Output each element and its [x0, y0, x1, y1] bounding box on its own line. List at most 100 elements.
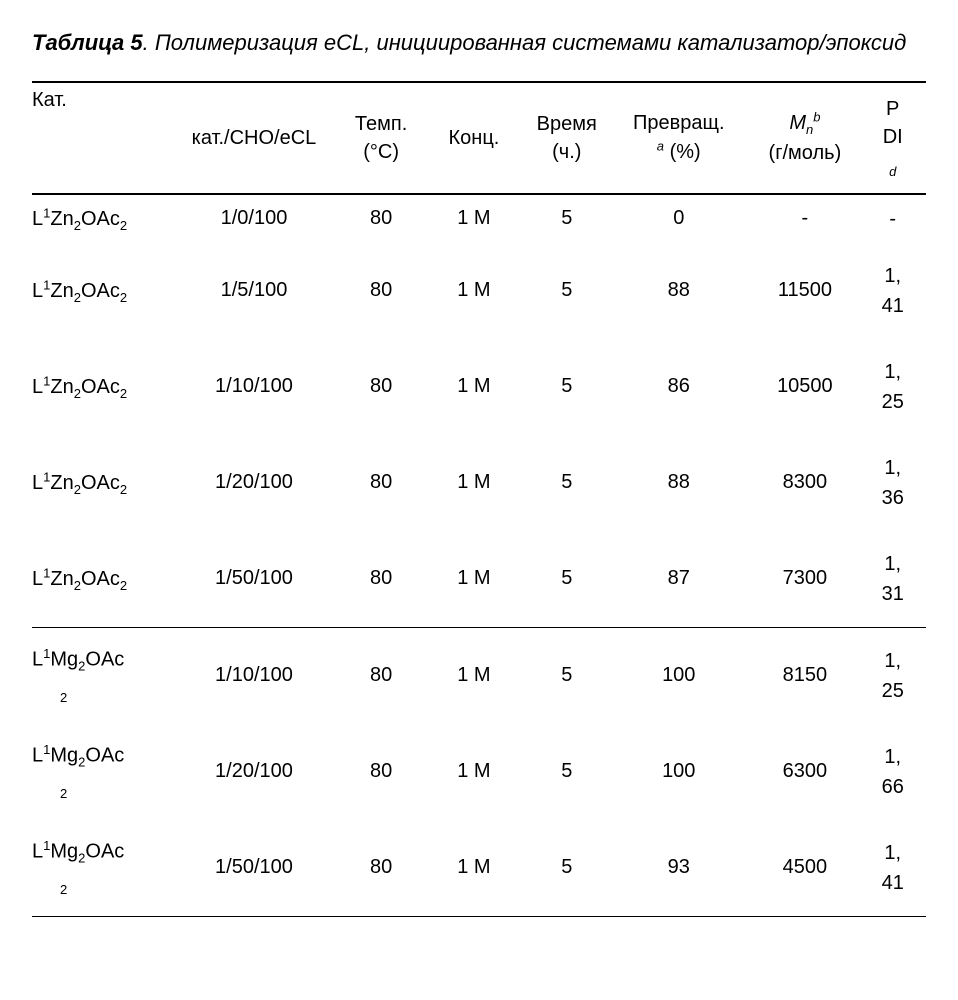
cell-conc: 1 M [428, 339, 521, 435]
cell-conversion: 86 [613, 339, 744, 435]
cell-ratio: 1/10/100 [173, 627, 334, 724]
col-header-conc-text: Конц. [449, 127, 500, 149]
cell-conc: 1 M [428, 820, 521, 917]
cell-ratio: 1/0/100 [173, 194, 334, 243]
table-caption: Таблица 5. Полимеризация eCL, инициирова… [32, 28, 926, 59]
cell-pdi-wrap: 1,41 [865, 243, 926, 339]
cell-pdi-wrap: 1,36 [865, 435, 926, 531]
cell-catalyst: L1Zn2OAc2 [32, 531, 173, 628]
cell-pdi: 1,41 [882, 842, 904, 894]
cell-conc: 1 M [428, 435, 521, 531]
cell-mn: 11500 [744, 243, 865, 339]
table-row: L1Zn2OAc2 1/5/100801 M58811500 1,41 [32, 243, 926, 339]
col-header-pdi: P DI d [865, 82, 926, 194]
cell-pdi: - [889, 208, 896, 230]
catalyst-formula: L1Mg2OAc2 [32, 836, 173, 900]
cell-conversion: 100 [613, 627, 744, 724]
cell-pdi-wrap: 1,25 [865, 627, 926, 724]
cell-conc: 1 M [428, 627, 521, 724]
cell-ratio: 1/10/100 [173, 339, 334, 435]
table-row: L1Mg2OAc21/50/100801 M59345001,41 [32, 820, 926, 917]
cell-ratio: 1/20/100 [173, 435, 334, 531]
col-header-time: Время (ч.) [520, 82, 613, 194]
cell-temp: 80 [335, 531, 428, 628]
cell-catalyst: L1Mg2OAc2 [32, 627, 173, 724]
cell-pdi: 1,25 [882, 650, 904, 702]
cell-conversion: 88 [613, 435, 744, 531]
col-header-ratio-text: кат./CHO/eCL [192, 127, 317, 149]
cell-conc: 1 M [428, 531, 521, 628]
col-header-ratio: кат./CHO/eCL [173, 82, 334, 194]
col-header-temp-top: Темп. [355, 113, 407, 135]
page: Таблица 5. Полимеризация eCL, инициирова… [0, 0, 958, 957]
cell-time: 5 [520, 243, 613, 339]
cell-catalyst: L1Zn2OAc2 [32, 243, 173, 339]
cell-conversion: 87 [613, 531, 744, 628]
cell-temp: 80 [335, 724, 428, 820]
col-header-catalyst: Кат. [32, 82, 173, 194]
cell-catalyst: L1Mg2OAc2 [32, 820, 173, 917]
cell-temp: 80 [335, 339, 428, 435]
cell-conversion: 88 [613, 243, 744, 339]
cell-time: 5 [520, 724, 613, 820]
cell-catalyst: L1Zn2OAc2 [32, 339, 173, 435]
cell-mn: 10500 [744, 339, 865, 435]
caption-label: Таблица 5 [32, 30, 143, 55]
col-header-conv-bot: a (%) [657, 141, 701, 163]
cell-time: 5 [520, 627, 613, 724]
data-table: Кат. кат./CHO/eCL Темп. (°C) Конц. Время… [32, 81, 926, 917]
table-body: L1Zn2OAc21/0/100801 M50--L1Zn2OAc21/5/10… [32, 194, 926, 917]
cell-conversion: 93 [613, 820, 744, 917]
catalyst-formula: L1Zn2OAc2 [32, 472, 127, 494]
catalyst-formula: L1Mg2OAc2 [32, 740, 173, 804]
cell-temp: 80 [335, 435, 428, 531]
col-header-time-top: Время [537, 113, 597, 135]
cell-temp: 80 [335, 243, 428, 339]
table-row: L1Zn2OAc21/10/100801 M586105001,25 [32, 339, 926, 435]
table-header-row: Кат. кат./CHO/eCL Темп. (°C) Конц. Время… [32, 82, 926, 194]
cell-mn: 4500 [744, 820, 865, 917]
cell-pdi: 1,36 [882, 457, 904, 509]
col-header-pdi-sup: d [889, 164, 896, 179]
table-row: L1Mg2OAc21/10/100801 M510081501,25 [32, 627, 926, 724]
cell-conc: 1 M [428, 243, 521, 339]
cell-pdi-wrap: 1,41 [865, 820, 926, 917]
cell-ratio: 1/5/100 [173, 243, 334, 339]
col-header-temp-bot: (°C) [363, 141, 399, 163]
cell-conversion: 0 [613, 194, 744, 243]
col-header-temp: Темп. (°C) [335, 82, 428, 194]
cell-time: 5 [520, 820, 613, 917]
catalyst-formula: L1Zn2OAc2 [32, 280, 127, 302]
cell-catalyst: L1Mg2OAc2 [32, 724, 173, 820]
col-header-mn-top: Mnb [789, 112, 820, 134]
cell-mn: 7300 [744, 531, 865, 628]
cell-pdi-wrap: - [865, 194, 926, 243]
catalyst-formula: L1Zn2OAc2 [32, 568, 127, 590]
cell-pdi: 1,31 [882, 553, 904, 605]
cell-mn: 8150 [744, 627, 865, 724]
col-header-mn: Mnb (г/моль) [744, 82, 865, 194]
cell-temp: 80 [335, 820, 428, 917]
col-header-catalyst-top: Кат. [32, 86, 67, 138]
col-header-conversion: Превращ. a (%) [613, 82, 744, 194]
cell-pdi: 1,41 [882, 265, 904, 317]
cell-time: 5 [520, 339, 613, 435]
cell-conversion: 100 [613, 724, 744, 820]
cell-mn: 6300 [744, 724, 865, 820]
col-header-pdi-mid: DI [883, 126, 903, 148]
col-header-mn-M: M [789, 112, 806, 134]
cell-mn: - [744, 194, 865, 243]
table-row: L1Zn2OAc2 1/20/100801 M5888300 1,36 [32, 435, 926, 531]
cell-time: 5 [520, 435, 613, 531]
table-row: L1Zn2OAc21/50/100801 M58773001,31 [32, 531, 926, 628]
catalyst-formula: L1Zn2OAc2 [32, 376, 127, 398]
cell-ratio: 1/20/100 [173, 724, 334, 820]
cell-mn: 8300 [744, 435, 865, 531]
col-header-conc: Конц. [428, 82, 521, 194]
catalyst-formula: L1Zn2OAc2 [32, 208, 127, 230]
col-header-time-bot: (ч.) [552, 141, 581, 163]
cell-temp: 80 [335, 194, 428, 243]
col-header-conv-pct: (%) [664, 141, 701, 163]
cell-time: 5 [520, 194, 613, 243]
cell-catalyst: L1Zn2OAc2 [32, 435, 173, 531]
